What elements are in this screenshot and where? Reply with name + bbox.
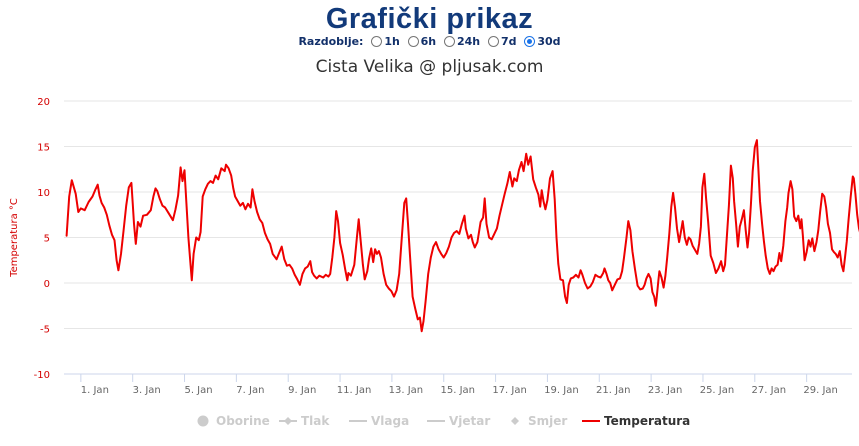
y-axis-ticks: -10 -5 0 5 10 15 20 — [34, 97, 50, 381]
y-axis-label: Temperatura °C — [9, 198, 20, 278]
series-line-temperatura — [65, 139, 859, 333]
legend-item-temperatura[interactable]: Temperatura — [582, 414, 690, 428]
legend-item-smjer[interactable]: Smjer — [511, 414, 567, 428]
legend-label: Oborine — [216, 414, 270, 428]
x-tick-label: 7. Jan — [236, 385, 264, 396]
chart-title: Cista Velika @ pljusak.com — [315, 57, 544, 77]
x-tick-label: 5. Jan — [184, 385, 212, 396]
period-option-6h-label[interactable]: 6h — [420, 35, 437, 48]
period-radio-1h[interactable] — [371, 36, 383, 47]
legend: Oborine Tlak Vlaga Vjetar Smjer Temperatura — [197, 414, 690, 428]
legend-item-vjetar[interactable]: Vjetar — [427, 414, 490, 428]
series-layer — [65, 139, 859, 333]
period-option-30d-label[interactable]: 30d — [537, 35, 561, 48]
x-tick-label: 11. Jan — [337, 385, 372, 396]
y-tick-label: 0 — [44, 279, 50, 290]
y-tick-label: 5 — [44, 234, 50, 245]
legend-item-oborine[interactable]: Oborine — [197, 414, 270, 428]
period-radio-6h[interactable] — [407, 36, 419, 47]
legend-symbol-circle — [197, 415, 209, 427]
x-tick-label: 21. Jan — [596, 385, 631, 396]
x-tick-label: 23. Jan — [648, 385, 683, 396]
x-tick-label: 19. Jan — [544, 385, 579, 396]
period-radio-7d[interactable] — [487, 36, 499, 47]
period-label: Razdoblje: — [298, 35, 364, 48]
y-tick-label: -10 — [34, 370, 50, 381]
y-tick-label: -5 — [40, 325, 50, 336]
legend-item-vlaga[interactable]: Vlaga — [349, 414, 409, 428]
legend-item-tlak[interactable]: Tlak — [279, 414, 330, 428]
legend-label: Temperatura — [604, 414, 690, 428]
x-tick-label: 3. Jan — [133, 385, 161, 396]
legend-label: Vjetar — [449, 414, 490, 428]
x-tick-label: 27. Jan — [752, 385, 787, 396]
period-radio-30d[interactable] — [524, 36, 536, 47]
grid-lines — [64, 100, 852, 375]
y-tick-label: 10 — [37, 188, 50, 199]
y-tick-label: 20 — [37, 97, 50, 108]
x-axis: 1. Jan 3. Jan 5. Jan 7. Jan 9. Jan 11. Jan 13.… — [64, 373, 852, 396]
page-title: Grafički prikaz — [325, 3, 534, 35]
x-tick-label: 15. Jan — [440, 385, 475, 396]
x-tick-label: 13. Jan — [389, 385, 424, 396]
legend-symbol-diamond — [511, 417, 519, 425]
period-selector: Razdoblje: 1h 6h 24h 7d 30d — [0, 34, 859, 50]
period-option-1h-label[interactable]: 1h — [384, 35, 400, 48]
legend-label: Vlaga — [371, 414, 409, 428]
legend-label: Tlak — [301, 414, 330, 428]
x-tick-label: 1. Jan — [81, 385, 109, 396]
period-radio-24h[interactable] — [444, 36, 455, 47]
legend-label: Smjer — [528, 414, 567, 428]
y-tick-label: 15 — [37, 143, 50, 154]
period-option-7d-label[interactable]: 7d — [500, 35, 517, 48]
x-tick-label: 25. Jan — [700, 385, 735, 396]
x-tick-label: 9. Jan — [288, 385, 316, 396]
x-tick-label: 29. Jan — [803, 385, 838, 396]
legend-symbol-diamond — [284, 417, 292, 425]
period-option-24h-label[interactable]: 24h — [457, 35, 481, 48]
x-tick-label: 17. Jan — [492, 385, 527, 396]
